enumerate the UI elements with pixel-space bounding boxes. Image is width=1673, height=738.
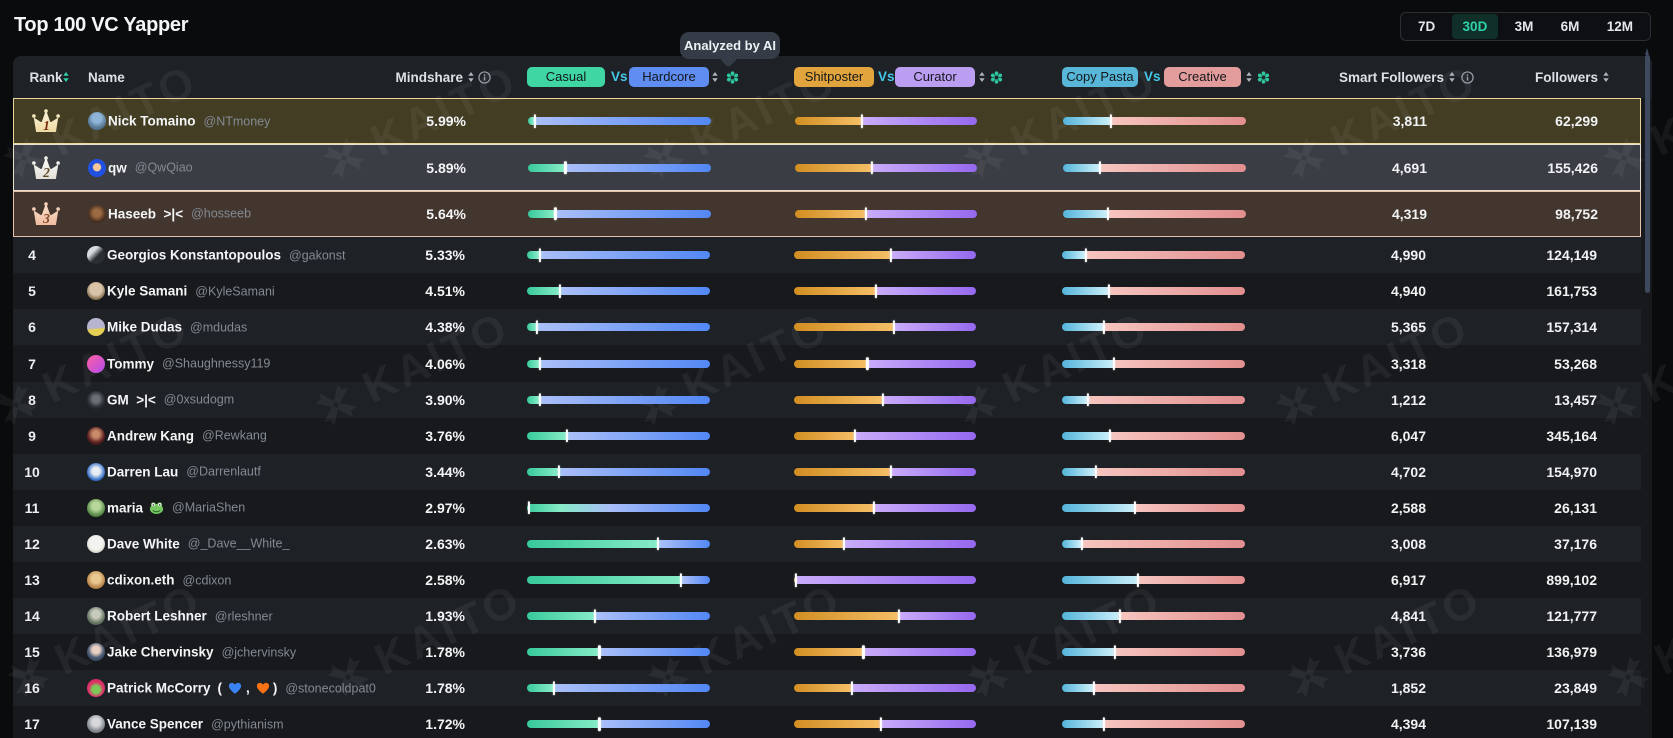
svg-text:2: 2 — [42, 165, 50, 180]
svg-text:1: 1 — [43, 118, 50, 133]
svg-text:3: 3 — [42, 211, 50, 226]
